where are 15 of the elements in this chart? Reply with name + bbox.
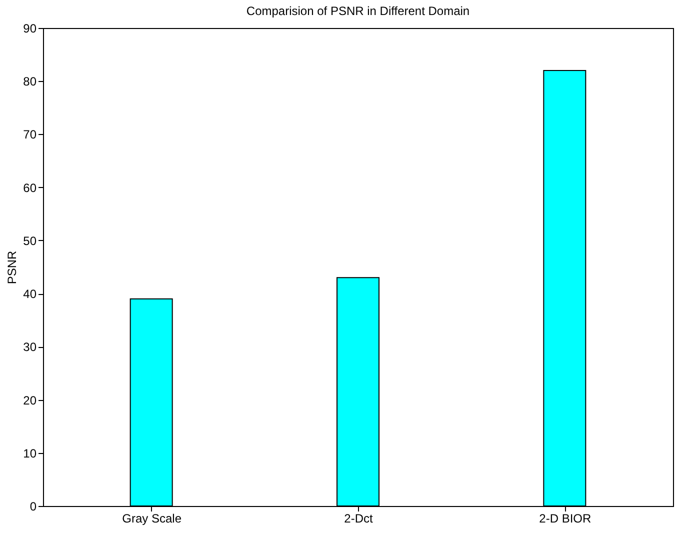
y-tick-label: 20 [23,393,37,408]
y-axis-title: PSNR [5,250,20,284]
y-tick-label: 40 [23,287,37,302]
y-tick-label: 80 [23,74,37,89]
x-tick-label: 2-D BIOR [539,512,592,526]
x-tick-label: Gray Scale [122,512,182,526]
y-tick-label: 50 [23,234,37,248]
y-tick-label: 10 [23,446,37,460]
y-tick-label: 70 [23,128,37,142]
x-tick-label: 2-Dct [344,512,374,526]
y-tick-label: 60 [23,180,37,195]
y-tick-label: 0 [30,500,37,514]
y-tick-label: 30 [23,340,37,354]
chart-title: Comparision of PSNR in Different Domain [246,4,470,18]
y-tick-label: 90 [23,22,37,36]
